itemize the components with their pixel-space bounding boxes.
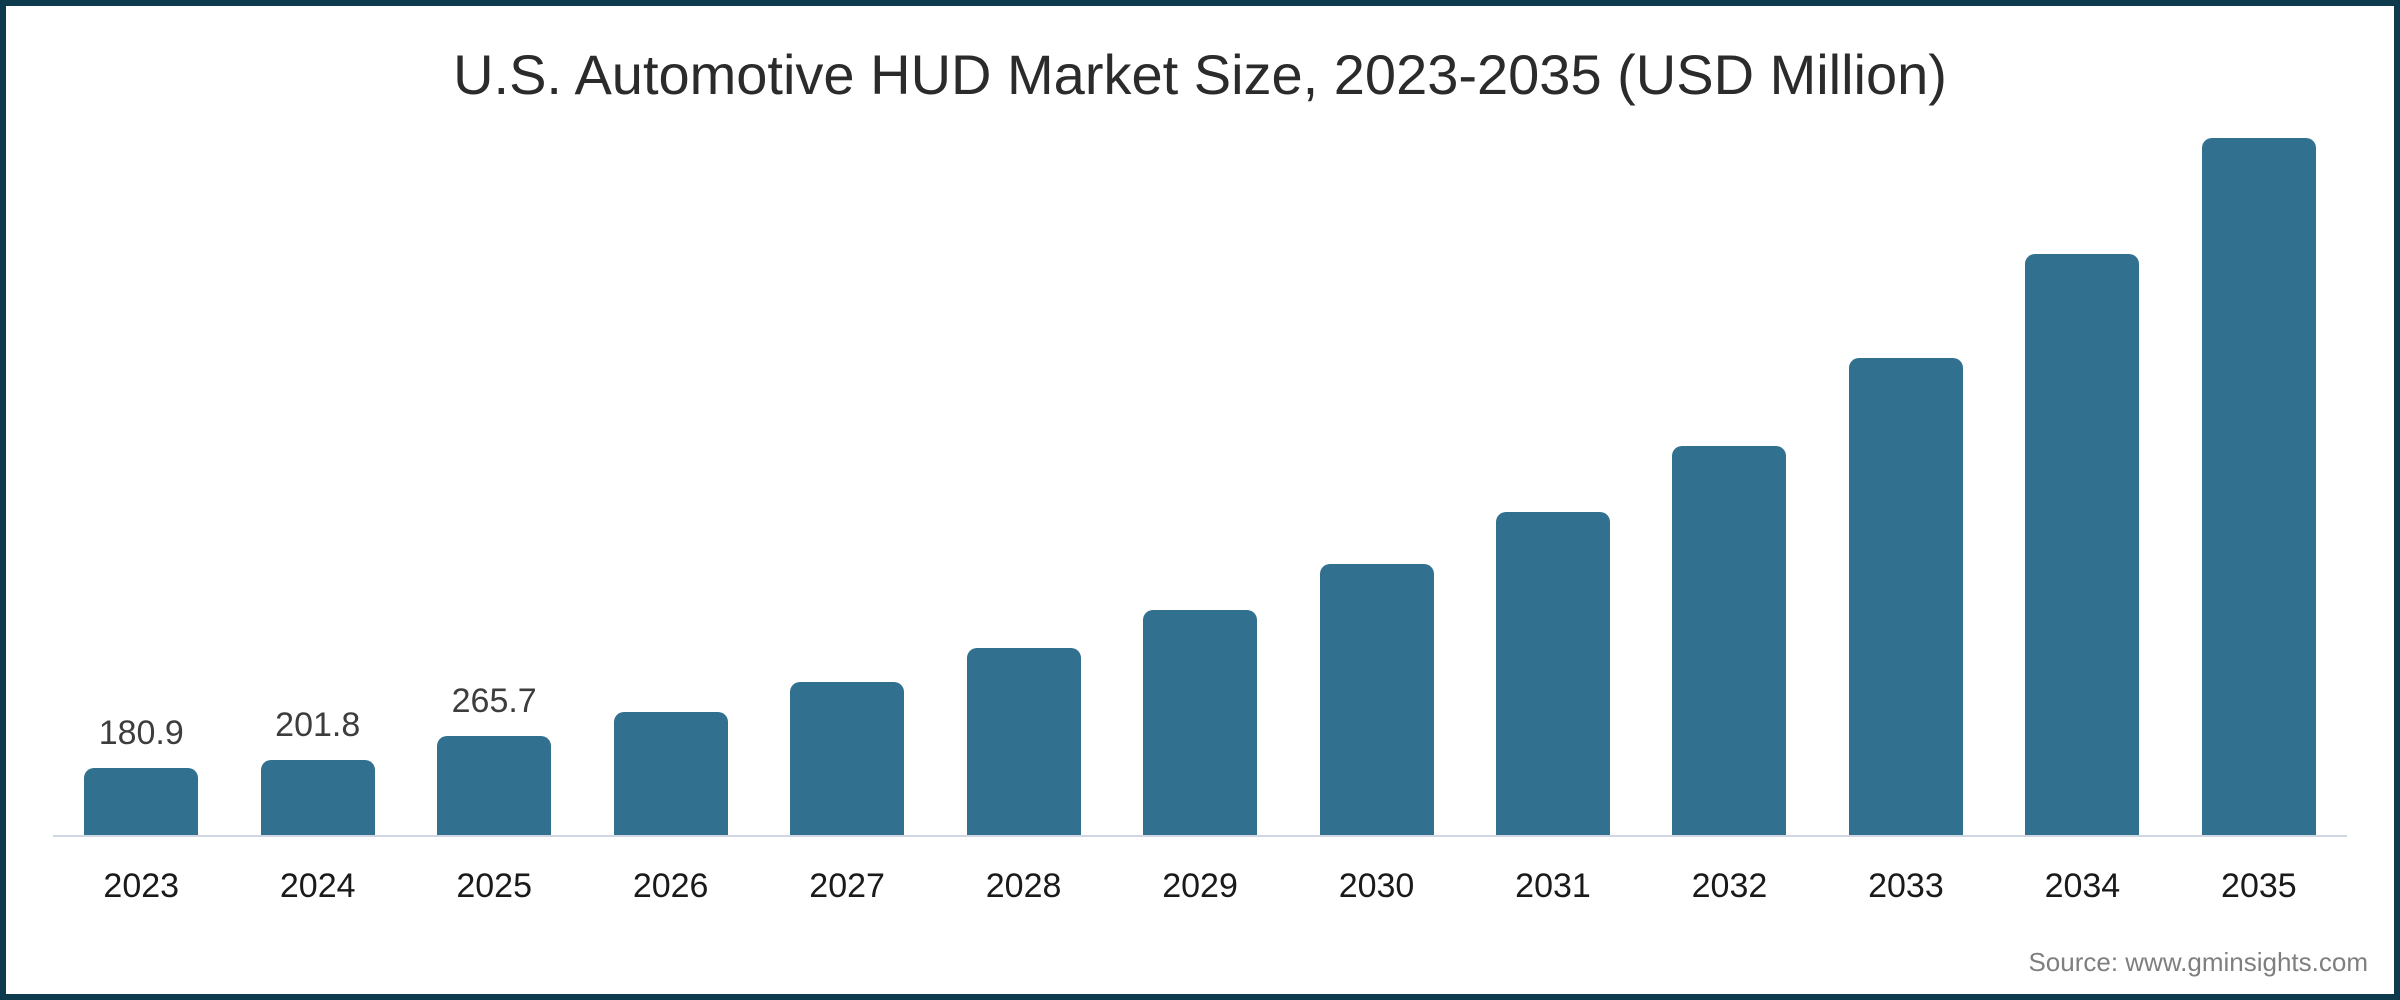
- bar-2032: [1672, 446, 1787, 835]
- bar-2025: [437, 736, 552, 835]
- plot-area: 180.9 201.8 265.7: [53, 6, 2347, 835]
- source-credit: Source: www.gminsights.com: [2028, 946, 2368, 977]
- bar-column: [1818, 358, 1994, 835]
- bar-column: [935, 648, 1111, 835]
- bar-value-label: 265.7: [451, 682, 537, 720]
- bar-2023: [84, 768, 199, 835]
- bar-column: 180.9: [53, 716, 229, 835]
- bar-2028: [966, 648, 1081, 835]
- bar-2031: [1495, 512, 1610, 835]
- bar-column: [1465, 512, 1641, 835]
- x-axis-tick-label: 2025: [456, 867, 532, 905]
- bar-value-label: 201.8: [275, 706, 361, 744]
- bar-2030: [1319, 564, 1434, 835]
- bar-column: [759, 682, 935, 835]
- x-axis-tick-label: 2026: [632, 867, 709, 905]
- x-axis-tick-label: 2024: [279, 867, 356, 905]
- x-axis-tick-label: 2030: [1338, 867, 1415, 905]
- bar-2024: [260, 760, 375, 835]
- bar-2026: [613, 712, 728, 835]
- bar-column: [1641, 446, 1817, 835]
- bar-value-label: 180.9: [98, 714, 184, 752]
- x-axis-tick-label: 2035: [2221, 867, 2297, 905]
- bar-column: [1112, 610, 1288, 835]
- x-axis-tick-label: 2034: [2044, 867, 2121, 905]
- bar-column: [1288, 564, 1464, 835]
- x-axis-tick-label: 2033: [1868, 867, 1944, 905]
- bar-column: [1994, 254, 2170, 835]
- x-axis-line: [53, 835, 2347, 837]
- bar-2034: [2025, 254, 2140, 835]
- bar-column: 265.7: [406, 684, 582, 835]
- x-axis-tick-label: 2032: [1691, 867, 1768, 905]
- bar-column: [2171, 138, 2347, 835]
- bar-2029: [1143, 610, 1258, 835]
- x-axis-tick-label: 2031: [1515, 867, 1591, 905]
- x-axis-tick-label: 2027: [809, 867, 885, 905]
- bar-2035: [2201, 138, 2316, 835]
- bar-column: [582, 712, 758, 835]
- x-axis-tick-label: 2028: [985, 867, 1062, 905]
- chart-title: U.S. Automotive HUD Market Size, 2023-20…: [453, 43, 1947, 106]
- x-axis-labels: 2023 2024 2025 2026 2027 2028 2029 2030 2031 2032…: [53, 869, 2347, 903]
- bar-column: 201.8: [229, 708, 405, 835]
- x-axis-tick-label: 2023: [103, 867, 180, 905]
- bar-2033: [1848, 358, 1963, 835]
- x-axis-tick-label: 2029: [1162, 867, 1238, 905]
- bar-2027: [790, 682, 905, 835]
